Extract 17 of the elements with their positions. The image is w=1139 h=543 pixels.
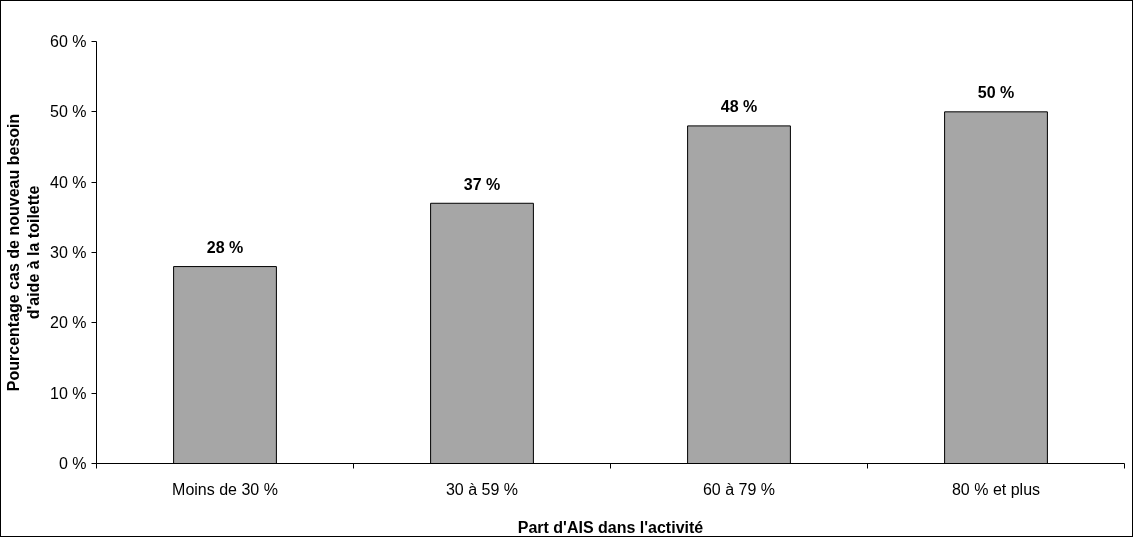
x-axis-title: Part d'AIS dans l'activité <box>517 518 704 536</box>
x-tick-label: 80 % et plus <box>951 480 1041 498</box>
y-tick-label: 40 % <box>50 173 87 191</box>
y-tick-label: 0 % <box>58 455 87 472</box>
data-label: 28 % <box>206 239 244 257</box>
x-tick-label: Moins de 30 % <box>172 480 278 498</box>
x-tick-label: 30 à 59 % <box>445 480 519 498</box>
data-label: 50 % <box>977 84 1015 102</box>
y-tick-label: 50 % <box>50 103 87 121</box>
data-label: 37 % <box>463 175 501 193</box>
x-tick-label: 60 à 79 % <box>702 480 776 498</box>
y-tick-label: 30 % <box>50 244 87 261</box>
data-label: 48 % <box>720 98 758 116</box>
y-axis-title: Pourcentage cas de nouveau besoin d'aide à la toilette <box>4 113 43 392</box>
y-tick-label: 60 % <box>50 33 87 50</box>
y-tick-label: 20 % <box>50 314 87 332</box>
y-tick-label: 10 % <box>50 384 87 402</box>
